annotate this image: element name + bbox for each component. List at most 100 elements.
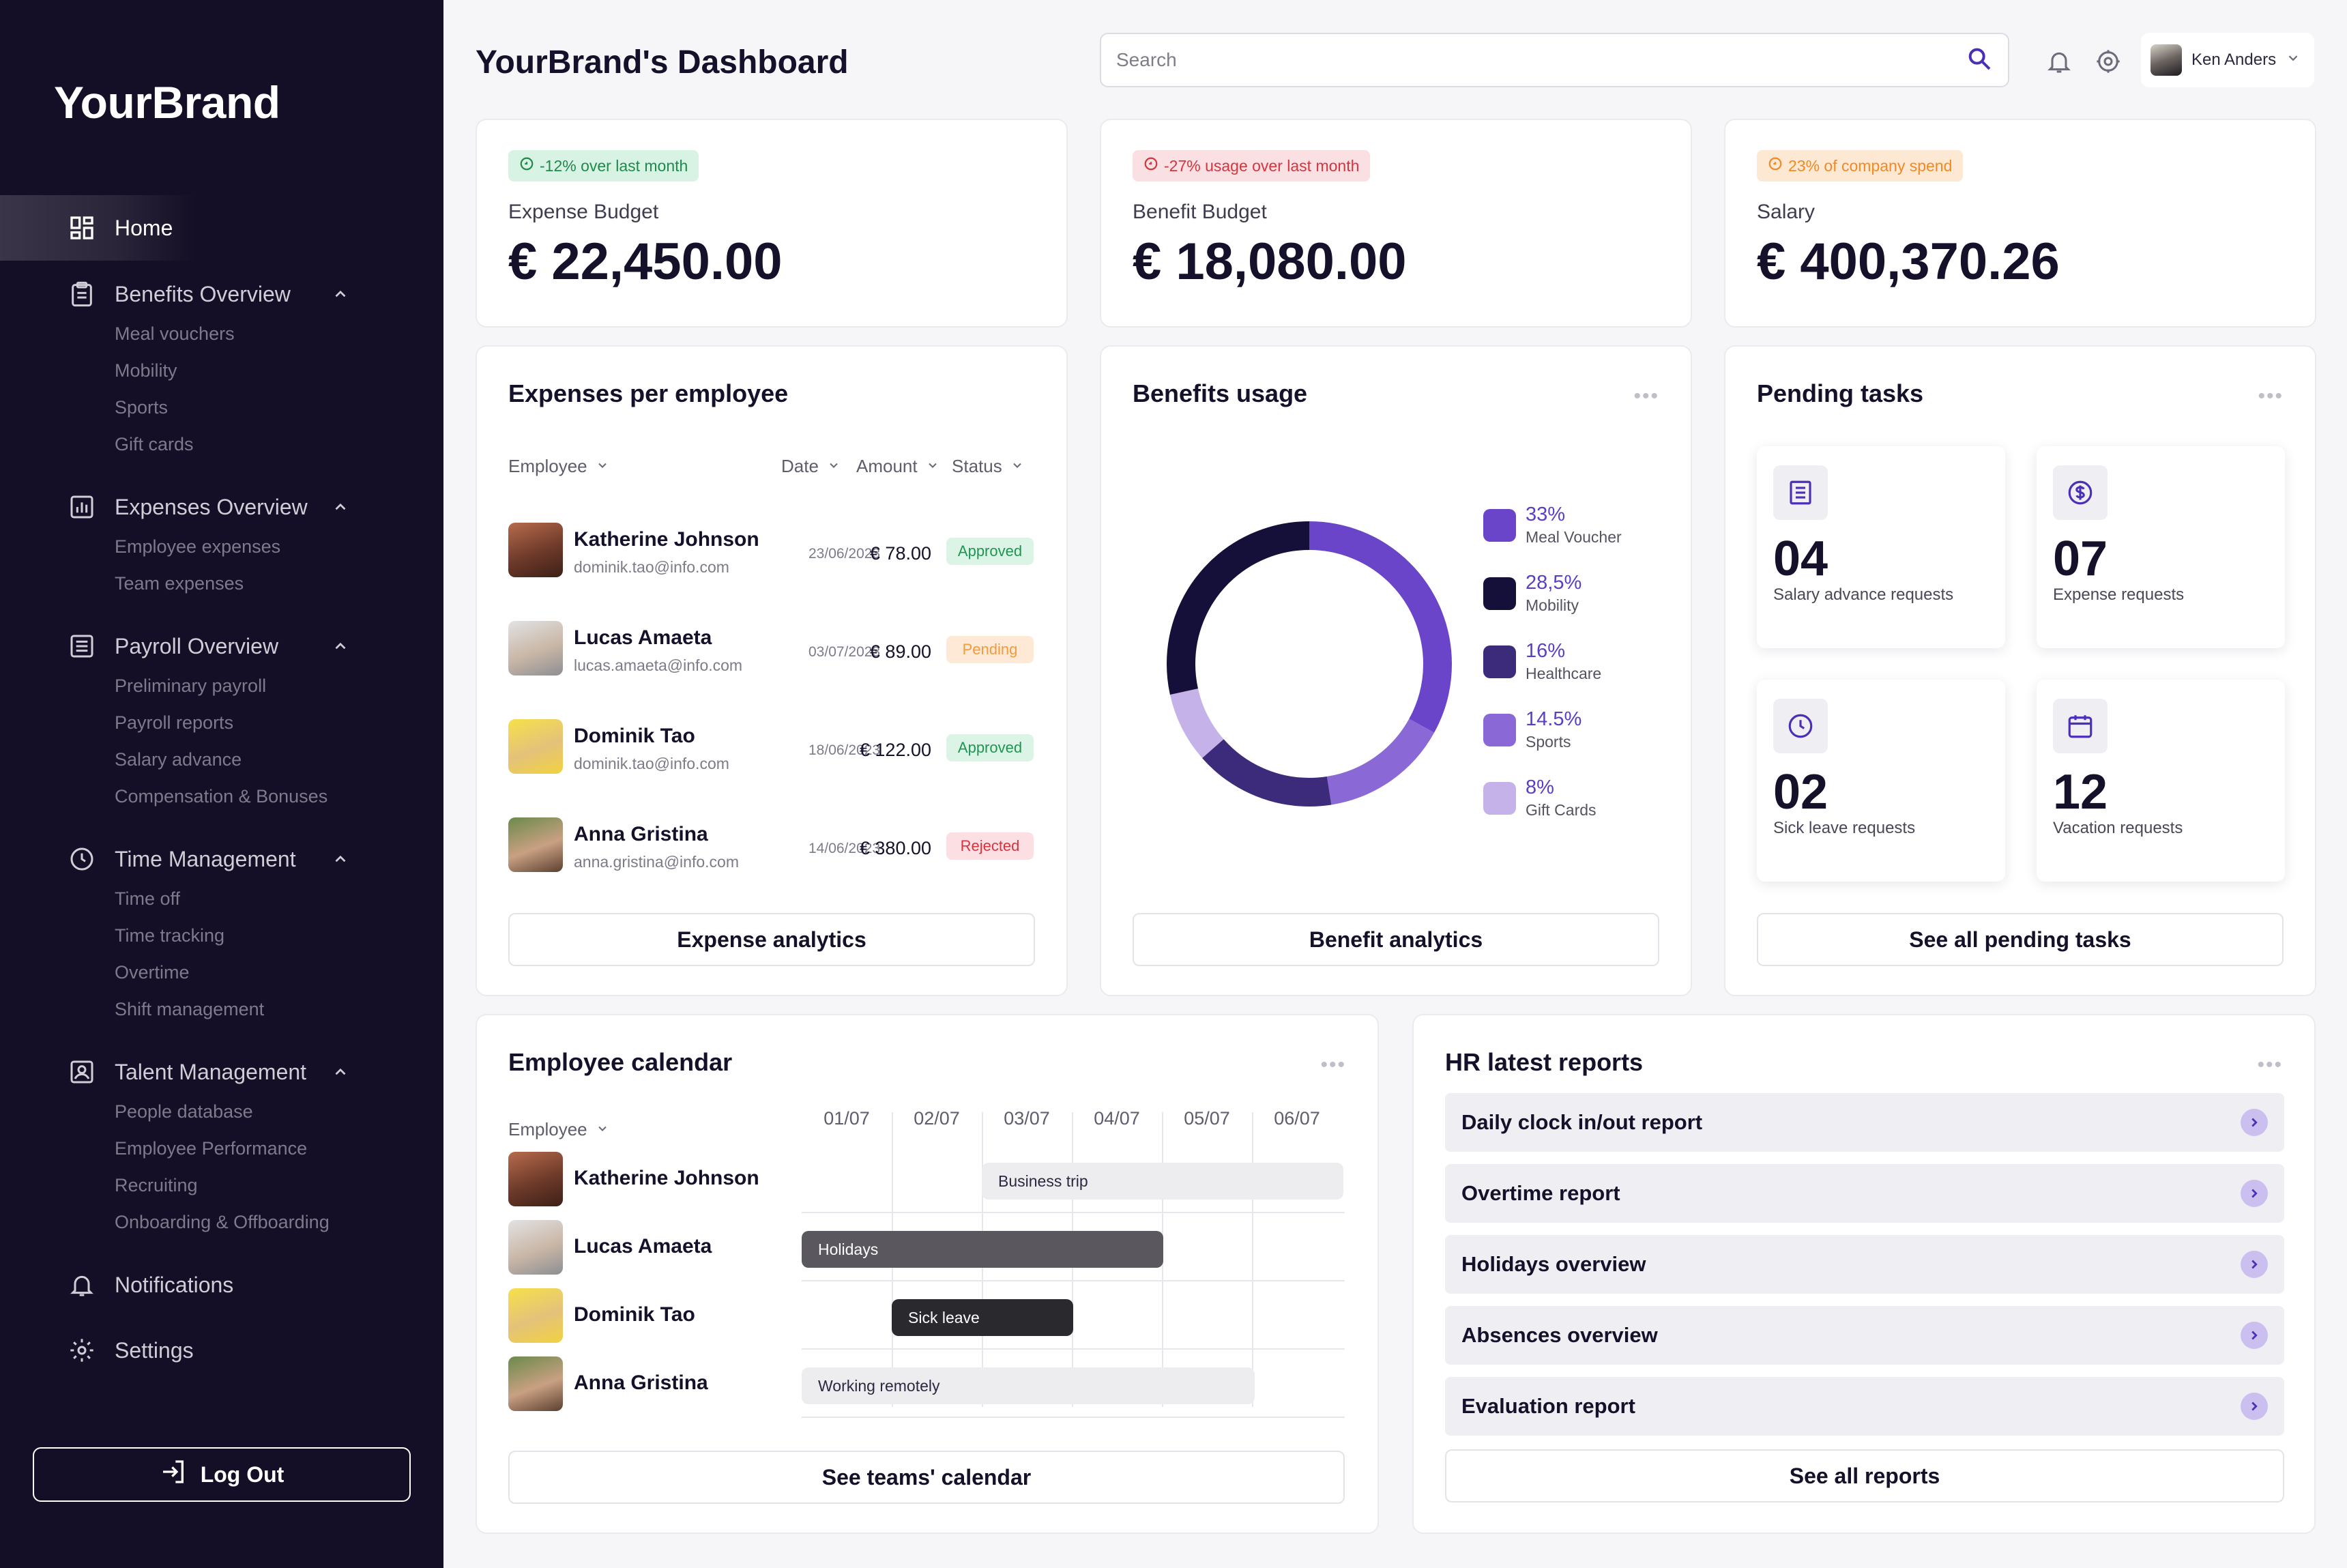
chevron-down-icon xyxy=(596,1119,609,1140)
chevron-up-icon[interactable] xyxy=(330,1062,351,1082)
calendar-event[interactable]: Holidays xyxy=(802,1231,1163,1268)
column-employee[interactable]: Employee xyxy=(508,1119,609,1140)
more-icon[interactable]: ••• xyxy=(1633,385,1659,407)
sidebar-item-benefits-overview[interactable]: Benefits Overview xyxy=(68,277,291,311)
gear-icon[interactable] xyxy=(2093,46,2123,76)
arrow-right-icon[interactable] xyxy=(2241,1109,2268,1136)
chevron-up-icon[interactable] xyxy=(330,497,351,517)
date-header: 04/07 xyxy=(1094,1108,1140,1129)
sidebar-subitem-sports[interactable]: Sports xyxy=(115,397,169,418)
sidebar-subitem-mobility[interactable]: Mobility xyxy=(115,360,177,381)
sidebar-item-talent-management[interactable]: Talent Management xyxy=(68,1055,306,1089)
table-row[interactable]: Anna Gristina anna.gristina@info.com 14/… xyxy=(508,817,1034,875)
chevron-up-icon[interactable] xyxy=(330,284,351,304)
bell-icon[interactable] xyxy=(2044,46,2074,76)
search-icon[interactable] xyxy=(1966,45,1993,76)
status-badge: Pending xyxy=(946,636,1034,663)
task-tile-vacation[interactable]: 12 Vacation requests xyxy=(2037,680,2285,882)
sidebar-subitem-onboarding-offboarding[interactable]: Onboarding & Offboarding xyxy=(115,1212,330,1232)
badge-text: -12% over last month xyxy=(540,156,688,175)
sidebar-subitem-people-database[interactable]: People database xyxy=(115,1101,253,1122)
column-amount[interactable]: Amount xyxy=(856,456,939,477)
document-icon xyxy=(1773,465,1828,520)
employee-name: Lucas Amaeta xyxy=(574,626,712,649)
arrow-right-icon[interactable] xyxy=(2241,1393,2268,1420)
chevron-up-icon[interactable] xyxy=(330,849,351,869)
sidebar-item-home[interactable]: Home xyxy=(0,195,443,261)
more-icon[interactable]: ••• xyxy=(1320,1054,1346,1076)
calendar-event[interactable]: Sick leave xyxy=(892,1299,1073,1336)
grid-line xyxy=(1252,1112,1253,1407)
table-row[interactable]: Dominik Tao dominik.tao@info.com 18/06/2… xyxy=(508,719,1034,776)
report-item[interactable]: Overtime report xyxy=(1445,1164,2284,1223)
legend-item: 28,5% Mobility xyxy=(1483,569,1688,617)
page-title: YourBrand's Dashboard xyxy=(476,44,849,81)
arrow-right-icon[interactable] xyxy=(2241,1322,2268,1349)
see-all-reports-button[interactable]: See all reports xyxy=(1445,1449,2284,1502)
legend-label: Mobility xyxy=(1526,596,1579,614)
expense-analytics-button[interactable]: Expense analytics xyxy=(508,913,1035,966)
column-status[interactable]: Status xyxy=(952,456,1024,477)
table-row[interactable]: Lucas Amaeta lucas.amaeta@info.com 03/07… xyxy=(508,621,1034,678)
sidebar-subitem-salary-advance[interactable]: Salary advance xyxy=(115,749,242,770)
sidebar-subitem-gift-cards[interactable]: Gift cards xyxy=(115,434,194,454)
sidebar-subitem-time-off[interactable]: Time off xyxy=(115,888,181,909)
sidebar-subitem-compensation-bonuses[interactable]: Compensation & Bonuses xyxy=(115,786,328,807)
sidebar-subitem-team-expenses[interactable]: Team expenses xyxy=(115,573,244,594)
employee-name: Anna Gristina xyxy=(574,1371,708,1394)
sidebar-item-notifications[interactable]: Notifications xyxy=(68,1268,233,1302)
legend-label: Healthcare xyxy=(1526,665,1602,682)
task-tile-sick-leave[interactable]: 02 Sick leave requests xyxy=(1757,680,2005,882)
search-bar[interactable]: Search xyxy=(1100,33,2009,87)
clock-icon xyxy=(1773,699,1828,753)
more-icon[interactable]: ••• xyxy=(2257,1054,2283,1076)
sidebar-item-expenses-overview[interactable]: Expenses Overview xyxy=(68,490,308,524)
sidebar-subitem-shift-management[interactable]: Shift management xyxy=(115,999,265,1019)
legend-percent: 33% xyxy=(1526,504,1566,525)
see-all-pending-tasks-button[interactable]: See all pending tasks xyxy=(1757,913,2284,966)
arrow-right-icon[interactable] xyxy=(2241,1180,2268,1207)
user-menu[interactable]: Ken Anders xyxy=(2141,33,2314,87)
sidebar-item-time-management[interactable]: Time Management xyxy=(68,842,296,876)
sidebar-subitem-employee-expenses[interactable]: Employee expenses xyxy=(115,536,281,557)
card-title: Expenses per employee xyxy=(508,379,789,407)
search-input[interactable]: Search xyxy=(1116,49,1177,70)
chevron-up-icon[interactable] xyxy=(330,636,351,656)
sidebar-item-settings[interactable]: Settings xyxy=(68,1333,194,1367)
more-icon[interactable]: ••• xyxy=(2258,385,2284,407)
see-teams-calendar-button[interactable]: See teams' calendar xyxy=(508,1451,1345,1504)
column-label: Employee xyxy=(508,456,587,476)
sidebar-subitem-recruiting[interactable]: Recruiting xyxy=(115,1175,198,1195)
kpi-card-expense-budget: -12% over last month Expense Budget € 22… xyxy=(476,119,1068,328)
sidebar-subitem-time-tracking[interactable]: Time tracking xyxy=(115,925,225,946)
employee-name: Katherine Johnson xyxy=(574,1167,759,1189)
legend-label: Meal Voucher xyxy=(1526,528,1622,546)
clock-icon xyxy=(68,845,96,873)
arrow-right-icon[interactable] xyxy=(2241,1251,2268,1278)
sidebar-subitem-overtime[interactable]: Overtime xyxy=(115,962,190,983)
report-item[interactable]: Evaluation report xyxy=(1445,1377,2284,1436)
logout-button[interactable]: Log Out xyxy=(33,1447,411,1502)
report-item[interactable]: Absences overview xyxy=(1445,1306,2284,1365)
task-tile-salary-advance[interactable]: 04 Salary advance requests xyxy=(1757,446,2005,648)
sidebar-item-payroll-overview[interactable]: Payroll Overview xyxy=(68,629,278,663)
employee-name: Dominik Tao xyxy=(574,1303,695,1326)
sidebar-subitem-preliminary-payroll[interactable]: Preliminary payroll xyxy=(115,676,267,696)
sidebar-subitem-meal-vouchers[interactable]: Meal vouchers xyxy=(115,323,235,344)
task-label: Expense requests xyxy=(2053,585,2185,604)
chevron-down-icon xyxy=(2286,50,2301,70)
table-row[interactable]: Katherine Johnson dominik.tao@info.com 2… xyxy=(508,523,1034,580)
avatar xyxy=(2151,44,2182,76)
report-item[interactable]: Daily clock in/out report xyxy=(1445,1093,2284,1152)
sidebar-subitem-payroll-reports[interactable]: Payroll reports xyxy=(115,712,234,733)
task-tile-expense[interactable]: 07 Expense requests xyxy=(2037,446,2285,648)
benefit-analytics-button[interactable]: Benefit analytics xyxy=(1133,913,1659,966)
report-item[interactable]: Holidays overview xyxy=(1445,1235,2284,1294)
calendar-event[interactable]: Working remotely xyxy=(802,1367,1255,1404)
column-date[interactable]: Date xyxy=(781,456,841,477)
date-header: 02/07 xyxy=(914,1108,960,1129)
logout-label: Log Out xyxy=(200,1462,285,1487)
sidebar-subitem-employee-performance[interactable]: Employee Performance xyxy=(115,1138,308,1159)
calendar-event[interactable]: Business trip xyxy=(982,1163,1343,1200)
column-employee[interactable]: Employee xyxy=(508,456,609,477)
